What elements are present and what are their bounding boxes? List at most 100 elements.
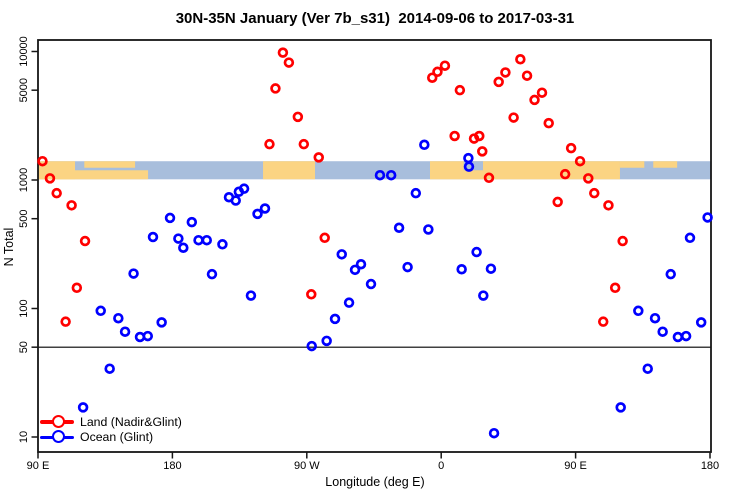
- data-point: [306, 289, 317, 300]
- data-point: [186, 216, 198, 228]
- data-point: [615, 402, 626, 413]
- data-point: [478, 290, 489, 301]
- x-tick-label: 180: [701, 460, 719, 472]
- land-marker-icon: [52, 414, 65, 428]
- data-point: [319, 232, 330, 244]
- data-point: [702, 212, 713, 223]
- data-point: [474, 130, 485, 142]
- data-point: [617, 235, 628, 247]
- data-point: [574, 155, 586, 167]
- data-point: [385, 169, 397, 181]
- data-point: [60, 316, 71, 327]
- data-point: [349, 264, 361, 276]
- data-point: [402, 261, 413, 273]
- data-point: [37, 155, 48, 167]
- data-point: [270, 83, 281, 94]
- data-point: [609, 282, 621, 294]
- data-point: [500, 67, 511, 78]
- data-point: [597, 316, 609, 327]
- map-band-land-segment: [653, 161, 678, 168]
- data-point: [245, 290, 257, 301]
- data-point: [543, 117, 554, 129]
- data-point: [217, 239, 228, 250]
- data-point: [128, 268, 139, 279]
- data-point: [374, 169, 386, 181]
- legend-item-ocean: Ocean (Glint): [40, 430, 182, 446]
- data-point: [44, 173, 56, 184]
- data-point: [104, 363, 115, 374]
- data-point: [252, 208, 263, 220]
- data-point: [264, 138, 275, 150]
- data-point: [426, 72, 438, 83]
- x-tick-label: 0: [438, 460, 444, 472]
- data-point: [536, 87, 548, 98]
- data-point: [642, 363, 653, 374]
- data-point: [456, 264, 467, 275]
- data-point: [292, 111, 304, 123]
- y-tick-label: 5000: [18, 78, 30, 102]
- data-point: [329, 313, 341, 325]
- data-point: [156, 317, 167, 328]
- data-point: [298, 138, 310, 150]
- data-point: [277, 47, 289, 58]
- data-point: [259, 203, 271, 214]
- data-point: [471, 246, 482, 258]
- data-point: [603, 200, 614, 211]
- data-point: [230, 195, 241, 206]
- data-point: [454, 84, 466, 96]
- plot-box: [37, 39, 712, 453]
- map-band-land-segment: [263, 161, 316, 180]
- data-point: [178, 242, 189, 254]
- data-point: [565, 142, 577, 154]
- x-tick-label: 90 E: [564, 460, 587, 472]
- data-point: [423, 224, 434, 235]
- x-tick-label: 90 E: [27, 460, 50, 472]
- data-point: [649, 312, 661, 324]
- data-point: [419, 139, 430, 151]
- y-tick-label: 10000: [18, 36, 30, 67]
- data-point: [695, 317, 707, 328]
- data-point: [657, 326, 668, 337]
- y-axis-label: N Total: [2, 227, 16, 267]
- data-point: [355, 258, 367, 270]
- data-point: [343, 297, 355, 308]
- ocean-series-symbol: [40, 430, 74, 444]
- data-point: [79, 235, 91, 247]
- map-band-land-segment: [84, 161, 136, 168]
- data-point: [589, 187, 600, 199]
- data-point: [439, 60, 451, 71]
- data-point: [583, 173, 594, 184]
- data-point: [449, 130, 460, 142]
- y-tick-label: 500: [18, 210, 30, 228]
- data-point: [313, 152, 324, 163]
- data-point: [336, 249, 347, 260]
- data-point: [680, 330, 692, 342]
- data-point: [51, 187, 62, 199]
- x-axis-label: Longitude (deg E): [325, 475, 425, 489]
- data-point: [142, 330, 154, 342]
- data-point: [665, 268, 676, 280]
- data-point: [633, 305, 644, 317]
- data-point: [95, 305, 106, 317]
- data-point: [71, 282, 83, 294]
- legend-item-land: Land (Nadir&Glint): [40, 414, 182, 430]
- data-point: [463, 152, 474, 164]
- map-band-land-segment: [619, 161, 645, 168]
- x-tick-label: 180: [163, 460, 181, 472]
- y-tick-label: 50: [18, 341, 30, 353]
- data-point: [477, 146, 488, 157]
- data-point: [432, 66, 443, 78]
- data-point: [485, 263, 497, 274]
- data-point: [306, 340, 317, 352]
- land-series-symbol: [40, 414, 74, 428]
- data-point: [529, 94, 540, 106]
- data-point: [672, 331, 684, 343]
- data-point: [206, 268, 218, 280]
- data-point: [238, 183, 250, 194]
- data-point: [164, 212, 176, 224]
- data-point: [119, 326, 131, 337]
- data-point: [365, 278, 377, 290]
- data-point: [463, 161, 475, 172]
- x-tick-label: 90 W: [294, 460, 320, 472]
